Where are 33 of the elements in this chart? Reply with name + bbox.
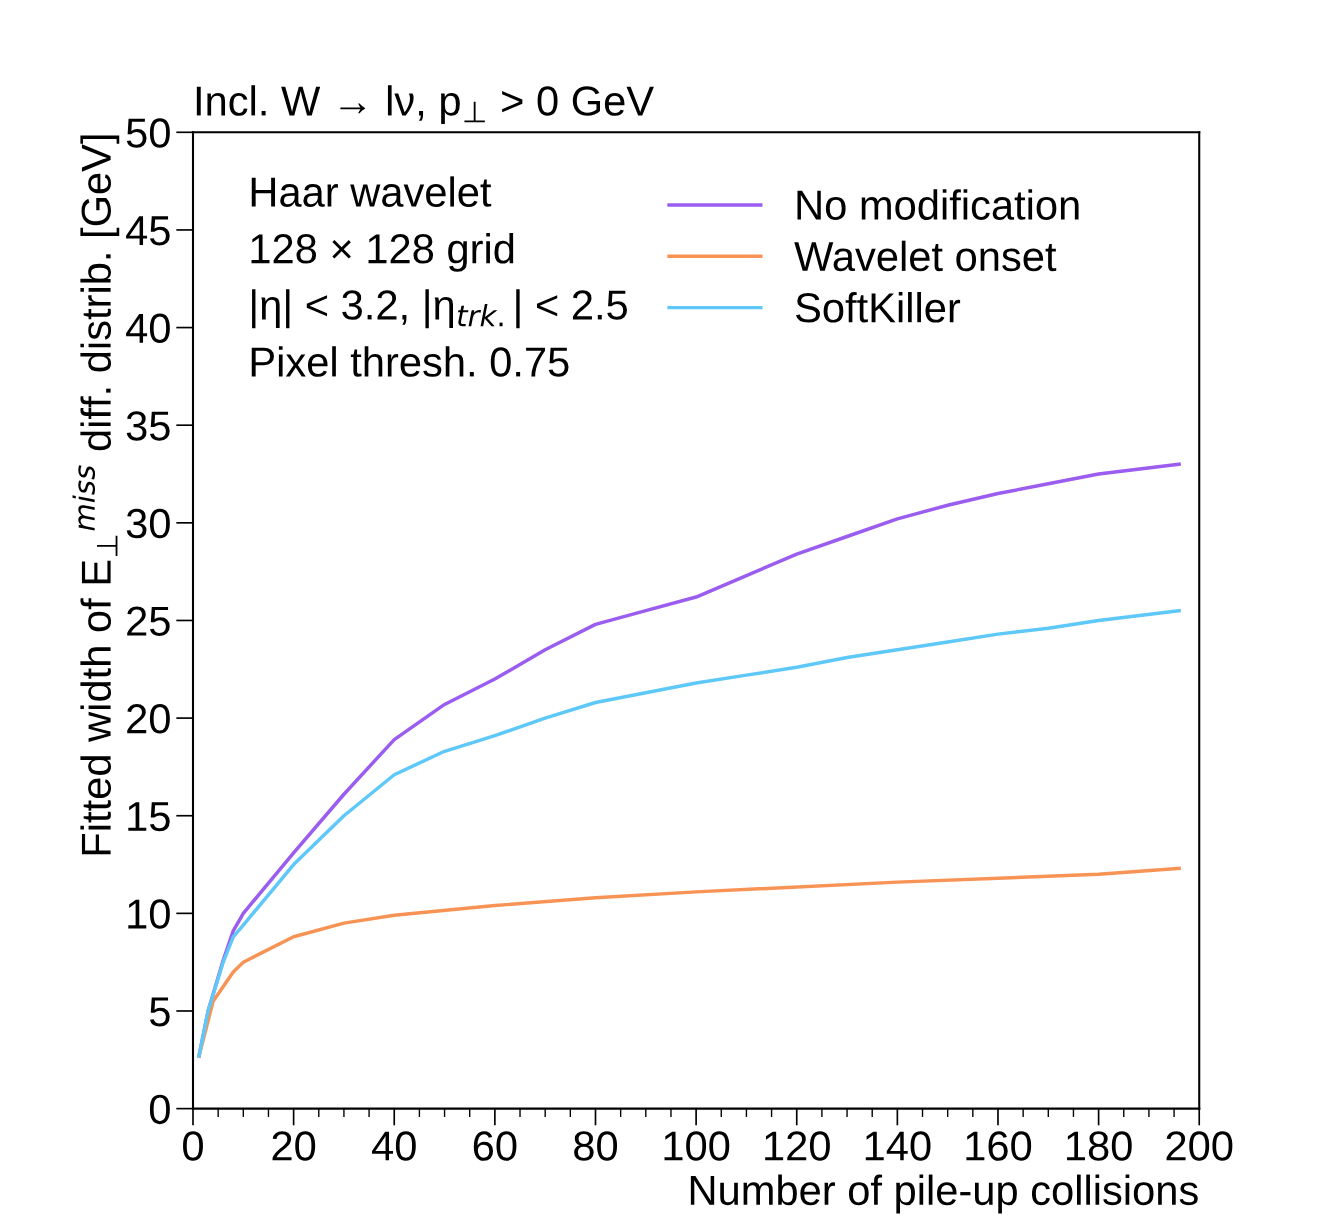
y-tick-label: 10: [128, 899, 170, 929]
y-tick-label: 40: [126, 313, 170, 344]
annotation: Haar wavelet: [251, 176, 492, 207]
y-tick-label: 35: [126, 411, 170, 441]
annotation: Pixel thresh. 0.75: [251, 346, 569, 377]
y-tick-label: 30: [126, 508, 170, 539]
x-tick-label: 140: [865, 1131, 931, 1161]
y-tick-label: 0: [149, 1094, 170, 1125]
y-tick-label: 25: [127, 606, 170, 636]
y-axis-title: Fitted width of E$_{⊥}$$^{miss}$ diff. distrib. [GeV]: [72, 135, 120, 855]
line-series: [197, 608, 1181, 1058]
y-tick-label: 20: [127, 704, 170, 734]
x-tick-label: 40: [372, 1131, 416, 1161]
y-tick-label: 5: [149, 997, 170, 1027]
legend-label: No modification: [797, 189, 1079, 220]
x-tick-label: 120: [765, 1131, 830, 1161]
x-tick-label: 160: [966, 1131, 1032, 1161]
x-axis-title: Number of pile-up collisions: [690, 1174, 1198, 1214]
x-tick-label: 200: [1166, 1131, 1233, 1161]
annotation: 128 × 128 grid: [251, 232, 514, 272]
chart-title: Incl. W → lν, p$_{⊥}$ > 0 GeV: [196, 85, 654, 125]
x-tick-label: 60: [473, 1131, 517, 1161]
legend-label: Wavelet onset: [794, 240, 1057, 272]
x-tick-label: 80: [574, 1131, 618, 1161]
x-tick-label: 100: [664, 1131, 730, 1161]
x-tick-label: 0: [183, 1131, 203, 1161]
y-tick-label: 15: [128, 802, 170, 832]
x-tick-label: 20: [272, 1131, 316, 1161]
annotation: |η| < 3.2, |η$_{trk.}$| < 2.5: [252, 289, 628, 329]
y-tick-label: 45: [126, 216, 170, 246]
y-tick-label: 50: [126, 118, 170, 148]
legend-label: SoftKiller: [795, 292, 961, 323]
x-tick-label: 180: [1067, 1131, 1132, 1161]
